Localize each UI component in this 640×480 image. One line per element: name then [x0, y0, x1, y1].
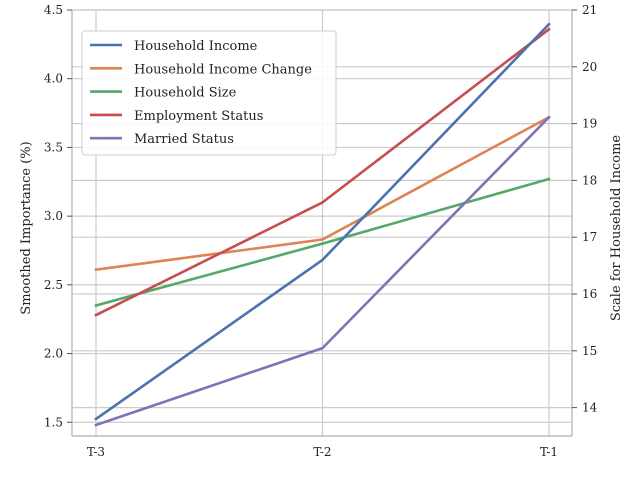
y-axis-label-left: Smoothed Importance (%)	[19, 141, 34, 314]
legend-entry: Household Size	[134, 86, 237, 101]
series-line	[94, 115, 551, 427]
y-tick-label-left: 2.5	[44, 278, 63, 292]
legend-entry: Household Income	[134, 39, 258, 54]
axes	[71, 10, 573, 437]
y-tick-label-left: 4.0	[44, 72, 63, 86]
y-tick-label-right: 21	[582, 3, 597, 17]
x-tick-label: T-1	[540, 445, 558, 459]
legend-entry: Employment Status	[134, 109, 263, 124]
series-line	[94, 27, 551, 317]
y-tick-label-left: 3.5	[44, 140, 63, 154]
y-tick-label-right: 17	[582, 230, 597, 244]
series-line	[94, 22, 551, 421]
y-tick-label-right: 18	[582, 173, 597, 187]
y-tick-label-left: 2.0	[44, 347, 63, 361]
y-tick-label-left: 1.5	[44, 415, 63, 429]
y-tick-label-right: 20	[582, 60, 597, 74]
tick-labels: 1.5 2.0 2.5 3.0 3.5 4.0 4.5 14 15 16 17 18 19 20 21 T-3…	[44, 3, 598, 459]
y-axis-label-right: Scale for Household Income	[609, 135, 624, 322]
x-tick-label: T-2	[313, 445, 331, 459]
y-tick-label-right: 14	[582, 401, 598, 415]
legend-box	[81, 30, 337, 156]
x-tick-label: T-3	[87, 445, 105, 459]
y-tick-label-right: 19	[582, 117, 597, 131]
legend-entry: Married Status	[134, 132, 234, 147]
series-lines	[94, 22, 551, 427]
y-tick-label-right: 15	[582, 344, 597, 358]
y-tick-label-right: 16	[582, 287, 597, 301]
y-tick-label-left: 3.0	[44, 209, 63, 223]
series-line	[94, 177, 551, 308]
y-tick-label-left: 4.5	[44, 3, 63, 17]
series-line	[94, 115, 551, 272]
legend: Household Income Household Income Change H…	[81, 30, 337, 156]
legend-entry: Household Income Change	[134, 62, 312, 77]
